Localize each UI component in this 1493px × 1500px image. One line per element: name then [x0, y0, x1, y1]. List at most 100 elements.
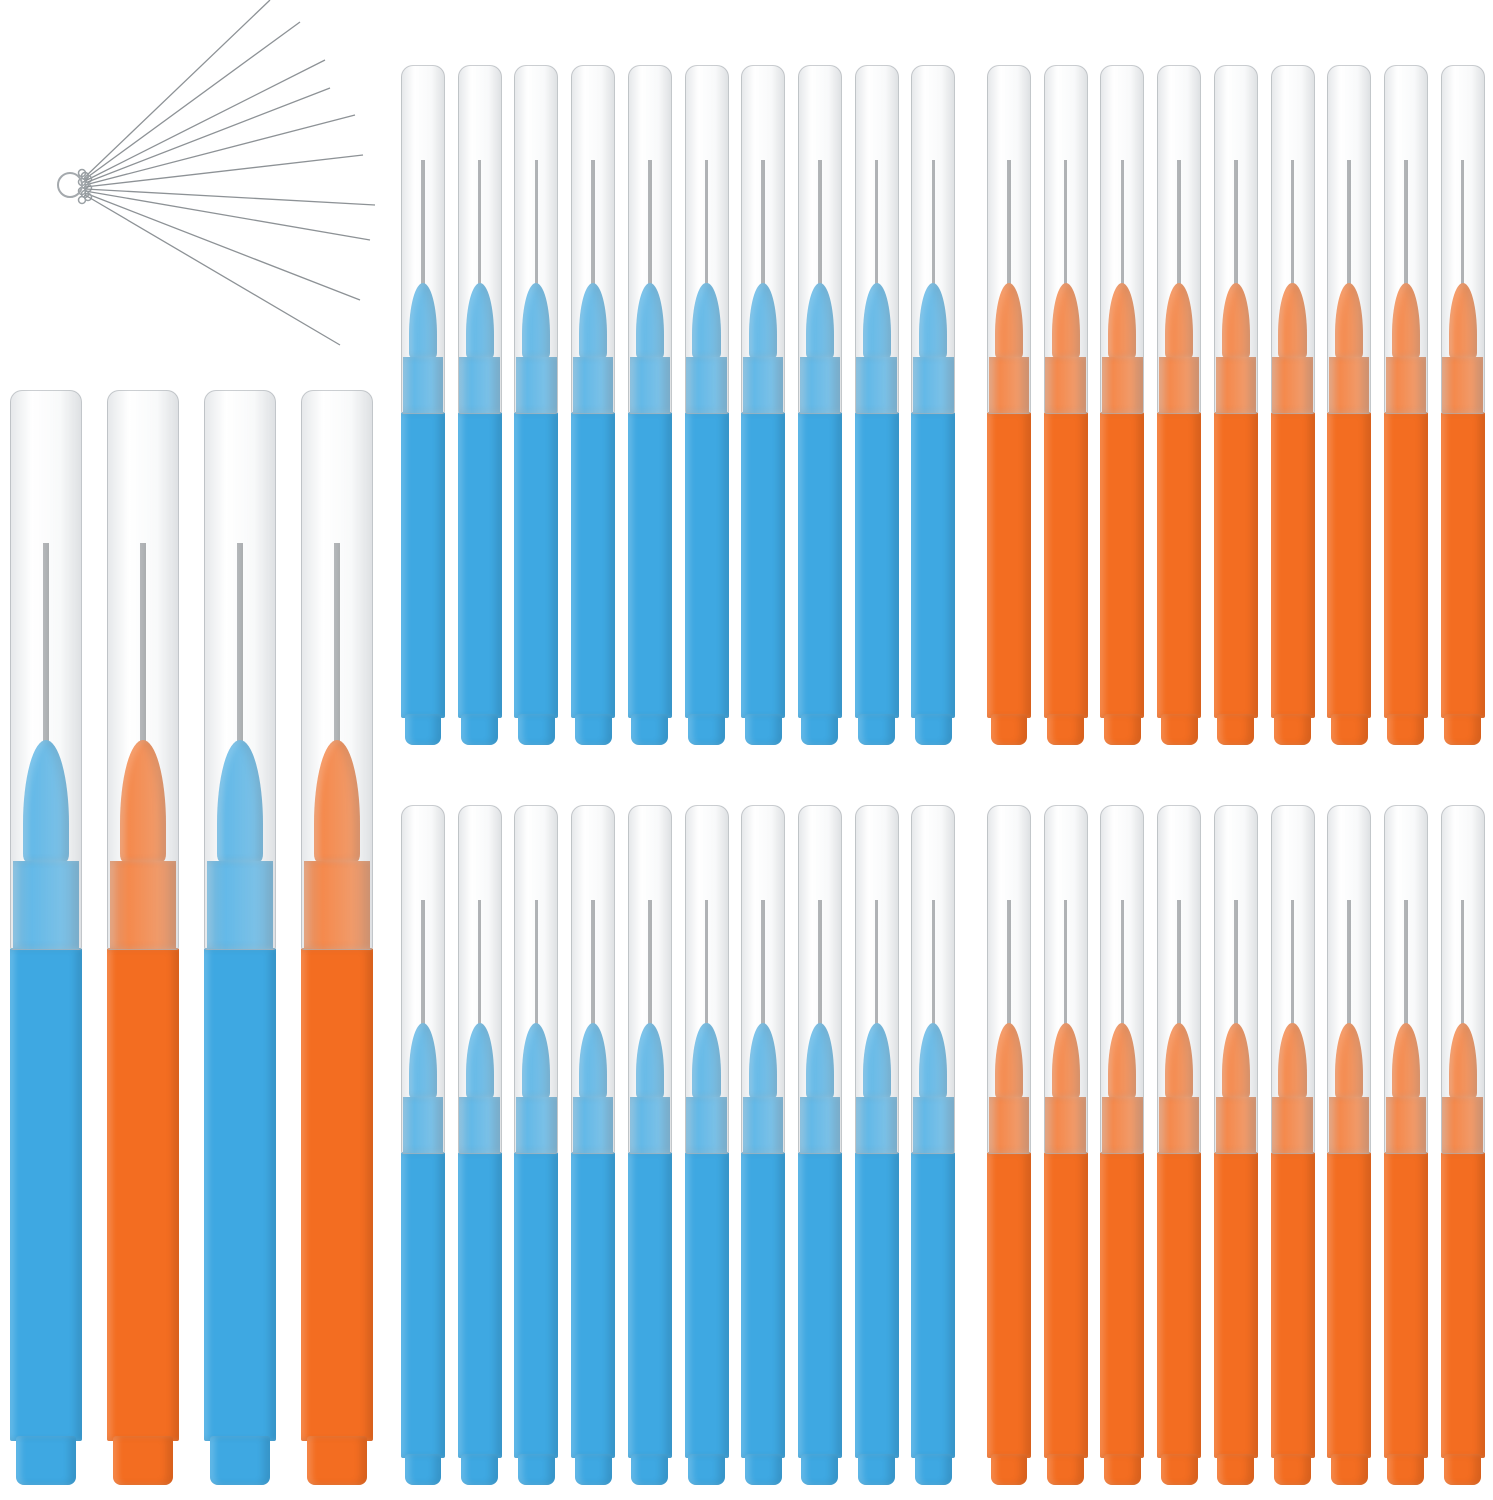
- clear-cap: [911, 805, 956, 1154]
- brush-handle: [1270, 411, 1315, 718]
- clear-cap: [1327, 805, 1372, 1154]
- orange-brush: [1157, 805, 1202, 1485]
- blue-brush: [401, 65, 445, 745]
- orange-brush: [301, 390, 373, 1485]
- brush-foot: [1274, 714, 1311, 745]
- orange-brush: [1100, 65, 1145, 745]
- brush-handle: [627, 1151, 672, 1458]
- brush-foot: [688, 714, 725, 745]
- blue-brush: [401, 805, 445, 1485]
- brush-handle: [684, 411, 729, 718]
- clear-cap: [514, 805, 559, 1154]
- brush-foot: [914, 714, 952, 745]
- brush-handle: [204, 948, 276, 1442]
- brush-foot: [112, 1435, 174, 1485]
- brush-foot: [461, 1454, 499, 1485]
- brush-handle: [457, 1151, 502, 1458]
- blue-brush: [627, 65, 672, 745]
- clear-cap: [10, 390, 82, 951]
- clear-cap: [204, 390, 276, 951]
- clear-cap: [1043, 65, 1088, 414]
- brush-foot: [1444, 1454, 1482, 1485]
- needle: [84, 154, 364, 188]
- orange-brush: [1383, 805, 1428, 1485]
- clear-cap: [854, 65, 899, 414]
- needle: [84, 188, 376, 206]
- brush-handle: [1327, 1151, 1372, 1458]
- brush-foot: [801, 1454, 839, 1485]
- brush-foot: [1444, 714, 1482, 745]
- blue-brush: [571, 805, 616, 1485]
- brush-foot: [1217, 1454, 1255, 1485]
- brush-handle: [1043, 411, 1088, 718]
- clear-cap: [1440, 65, 1485, 414]
- brush-foot: [209, 1435, 271, 1485]
- clear-cap: [854, 805, 899, 1154]
- brush-handle: [854, 411, 899, 718]
- brush-handle: [107, 948, 179, 1442]
- brush-handle: [741, 1151, 786, 1458]
- clear-cap: [1213, 65, 1258, 414]
- needle: [84, 190, 371, 241]
- brush-handle: [854, 1151, 899, 1458]
- brush-foot: [1160, 1454, 1198, 1485]
- brush-handle: [1383, 411, 1428, 718]
- clear-cap: [1213, 805, 1258, 1154]
- clear-cap: [741, 65, 786, 414]
- orange-brush: [1043, 65, 1088, 745]
- blue-brush: [627, 805, 672, 1485]
- brush-handle: [514, 1151, 559, 1458]
- clear-cap: [627, 805, 672, 1154]
- brush-handle: [1440, 411, 1485, 718]
- clear-cap: [797, 805, 842, 1154]
- brush-handle: [401, 1151, 445, 1458]
- orange-brush: [107, 390, 179, 1485]
- brush-handle: [911, 1151, 956, 1458]
- brush-foot: [517, 714, 555, 745]
- clear-cap: [987, 805, 1031, 1154]
- clear-cap: [401, 65, 445, 414]
- blue-brush: [10, 390, 82, 1485]
- brush-foot: [1103, 714, 1141, 745]
- brush-foot: [404, 714, 442, 745]
- clear-cap: [1383, 805, 1428, 1154]
- orange-brush: [1270, 805, 1315, 1485]
- brush-handle: [1157, 1151, 1202, 1458]
- brush-handle: [301, 948, 373, 1442]
- clear-cap: [1157, 65, 1202, 414]
- clear-cap: [514, 65, 559, 414]
- blue-brush: [457, 65, 502, 745]
- clear-cap: [301, 390, 373, 951]
- blue-brush: [854, 805, 899, 1485]
- blue-brush: [514, 805, 559, 1485]
- brush-foot: [574, 1454, 612, 1485]
- brush-foot: [914, 1454, 952, 1485]
- blue-brush: [684, 65, 729, 745]
- brush-foot: [990, 1454, 1028, 1485]
- orange-brush: [987, 805, 1031, 1485]
- brush-foot: [688, 1454, 725, 1485]
- brush-handle: [1440, 1151, 1485, 1458]
- needle: [84, 59, 326, 182]
- clear-cap: [1100, 65, 1145, 414]
- key-ring: [57, 172, 83, 198]
- clear-cap: [1383, 65, 1428, 414]
- brush-foot: [1217, 714, 1255, 745]
- clear-cap: [1327, 65, 1372, 414]
- blue-brush: [204, 390, 276, 1485]
- clear-cap: [1270, 805, 1315, 1154]
- orange-brush: [1213, 805, 1258, 1485]
- clear-cap: [1100, 805, 1145, 1154]
- brush-handle: [401, 411, 445, 718]
- brush-foot: [1274, 1454, 1311, 1485]
- brush-foot: [1103, 1454, 1141, 1485]
- brush-handle: [627, 411, 672, 718]
- clear-cap: [401, 805, 445, 1154]
- brush-foot: [461, 714, 499, 745]
- blue-brush: [571, 65, 616, 745]
- needle: [84, 114, 356, 186]
- brush-handle: [741, 411, 786, 718]
- brush-handle: [1383, 1151, 1428, 1458]
- blue-brush: [854, 65, 899, 745]
- brush-handle: [1100, 1151, 1145, 1458]
